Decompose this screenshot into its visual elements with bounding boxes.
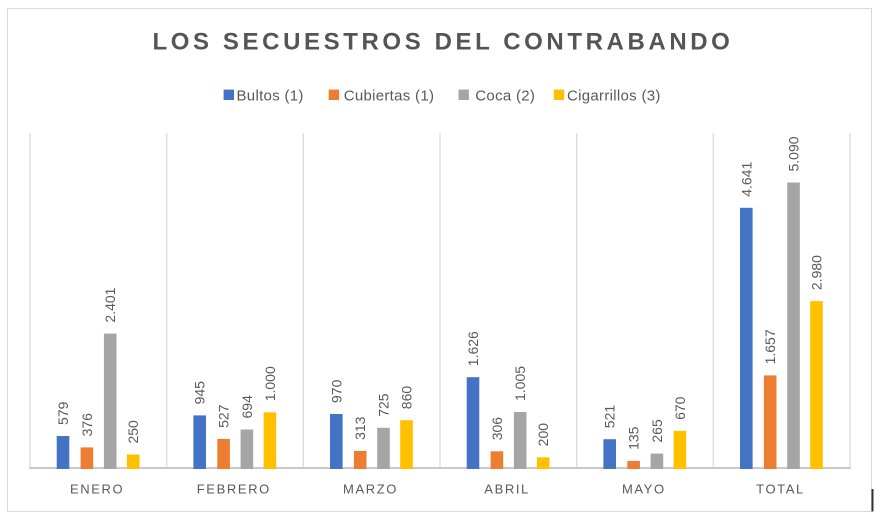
svg-text:860: 860 xyxy=(399,386,415,410)
svg-text:725: 725 xyxy=(376,393,392,417)
svg-text:Coca (2): Coca (2) xyxy=(475,88,535,105)
svg-text:ENERO: ENERO xyxy=(70,482,124,497)
svg-text:265: 265 xyxy=(649,419,665,443)
svg-text:1.005: 1.005 xyxy=(512,366,528,401)
svg-text:945: 945 xyxy=(192,381,208,405)
svg-text:2.980: 2.980 xyxy=(809,255,825,290)
svg-text:2.401: 2.401 xyxy=(102,287,118,322)
svg-text:1.000: 1.000 xyxy=(262,366,278,401)
svg-text:376: 376 xyxy=(79,413,95,437)
svg-text:Cubiertas (1): Cubiertas (1) xyxy=(344,88,435,105)
svg-text:135: 135 xyxy=(626,426,642,450)
svg-text:1.626: 1.626 xyxy=(465,331,481,366)
svg-text:694: 694 xyxy=(239,395,255,419)
svg-text:5.090: 5.090 xyxy=(786,136,802,171)
svg-text:521: 521 xyxy=(602,405,618,429)
svg-text:1.657: 1.657 xyxy=(762,329,778,364)
svg-text:TOTAL: TOTAL xyxy=(756,482,805,497)
svg-text:313: 313 xyxy=(352,416,368,440)
svg-text:ABRIL: ABRIL xyxy=(484,482,530,497)
svg-text:527: 527 xyxy=(216,404,232,428)
svg-text:579: 579 xyxy=(55,401,71,425)
svg-text:970: 970 xyxy=(328,379,344,403)
svg-text:306: 306 xyxy=(489,417,505,441)
svg-text:FEBRERO: FEBRERO xyxy=(197,482,271,497)
svg-text:250: 250 xyxy=(125,420,141,444)
svg-text:670: 670 xyxy=(672,396,688,420)
svg-text:Bultos (1): Bultos (1) xyxy=(237,88,304,105)
svg-text:4.641: 4.641 xyxy=(738,162,754,197)
svg-text:MARZO: MARZO xyxy=(343,482,398,497)
svg-text:MAYO: MAYO xyxy=(622,482,666,497)
svg-text:Cigarrillos (3): Cigarrillos (3) xyxy=(567,88,661,105)
svg-text:200: 200 xyxy=(535,423,551,447)
svg-text:LOS SECUESTROS DEL CONTRABANDO: LOS SECUESTROS DEL CONTRABANDO xyxy=(153,29,734,56)
